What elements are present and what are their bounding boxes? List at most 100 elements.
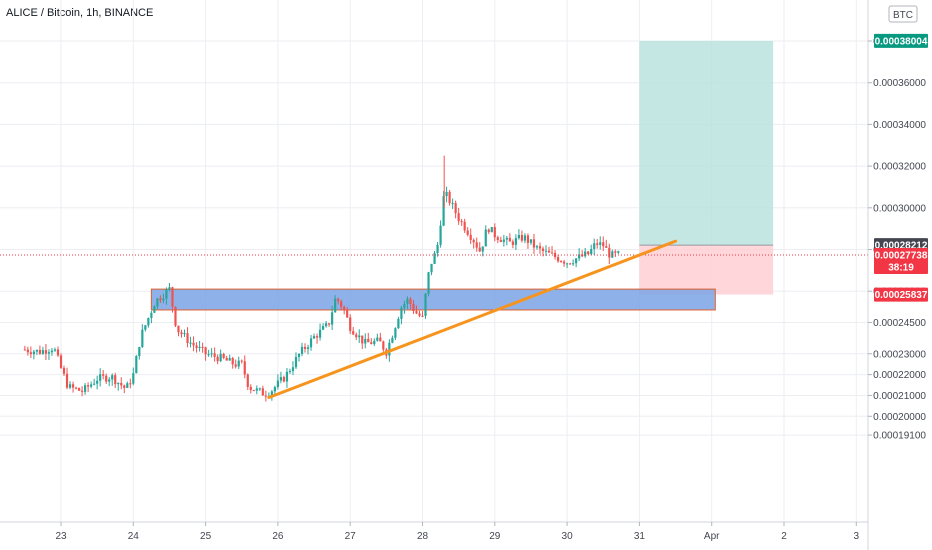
candle-body	[32, 351, 35, 355]
candle-body	[219, 353, 222, 362]
candle-body	[270, 391, 273, 396]
candle-body	[541, 248, 545, 252]
candle-body	[523, 235, 527, 241]
candle-body	[608, 247, 611, 258]
candle-body	[291, 367, 295, 372]
candle-body	[135, 356, 138, 374]
currency-badge[interactable]: BTC	[888, 5, 918, 23]
candle-body	[77, 388, 81, 391]
y-tick-label: 0.00019100	[873, 431, 926, 442]
candle-body	[168, 287, 171, 290]
candle-body	[84, 385, 87, 392]
candle-body	[544, 250, 548, 252]
candle-body	[156, 298, 159, 307]
candle-body	[448, 191, 451, 204]
candle-body	[144, 325, 147, 330]
candle-body	[418, 313, 421, 316]
candle-body	[53, 349, 57, 351]
candle-body	[264, 395, 267, 397]
candle-body	[29, 352, 32, 355]
candle-body	[605, 246, 608, 248]
x-tick-label: 3	[854, 531, 860, 542]
candle-body	[204, 347, 207, 355]
candle-body	[529, 239, 533, 243]
candle-body	[177, 325, 180, 333]
currency-badge-text: BTC	[893, 10, 913, 21]
candle-body	[192, 342, 195, 346]
candle-series	[0, 155, 868, 402]
candle-body	[427, 272, 430, 294]
time-axis[interactable]: 23 24 25 26 27 28 29 30 31 Apr 2 3	[55, 522, 860, 542]
candle-body	[246, 374, 249, 387]
candle-body	[198, 346, 201, 348]
candle-body	[346, 310, 349, 318]
candle-body	[505, 237, 508, 240]
candle-body	[159, 298, 162, 301]
y-tick-label: 0.00021000	[873, 391, 926, 402]
candle-body	[572, 263, 575, 265]
candle-body	[318, 329, 322, 338]
candle-body	[484, 229, 487, 247]
candle-body	[349, 317, 352, 332]
candle-body	[421, 315, 424, 317]
candle-body	[481, 246, 484, 252]
candle-body	[153, 306, 156, 313]
candle-body	[454, 203, 457, 214]
candle-body	[273, 387, 276, 392]
candle-body	[26, 349, 29, 353]
drawing-zones[interactable]	[150, 40, 774, 311]
candle-body	[611, 251, 614, 258]
candle-body	[487, 229, 490, 233]
candle-body	[511, 241, 514, 245]
candle-body	[309, 338, 313, 348]
x-tick-label: 29	[489, 531, 501, 542]
candle-body	[126, 383, 129, 388]
candle-body	[376, 337, 379, 341]
candle-body	[517, 234, 520, 239]
candle-body	[550, 252, 554, 254]
candle-body	[379, 337, 382, 342]
candle-body	[62, 367, 66, 374]
candle-body	[321, 326, 325, 330]
candle-body	[105, 375, 108, 382]
candle-body	[559, 261, 563, 263]
y-tick-label: 0.00036000	[873, 78, 926, 89]
candle-body	[403, 304, 406, 308]
y-tick-label: 0.00023000	[873, 349, 926, 360]
candle-body	[415, 311, 418, 314]
candle-body	[364, 338, 367, 344]
x-tick-label: 24	[128, 531, 140, 542]
candle-body	[23, 349, 26, 351]
candle-body	[210, 353, 213, 355]
candle-body	[174, 306, 177, 326]
candle-body	[243, 361, 246, 375]
candle-body	[108, 379, 111, 382]
candle-body	[162, 298, 165, 301]
candle-body	[469, 234, 472, 240]
candle-body	[183, 333, 186, 335]
target-zone	[639, 40, 774, 246]
candle-body	[457, 213, 460, 222]
candle-body	[535, 246, 539, 248]
candle-body	[433, 253, 436, 264]
candle-body	[367, 338, 370, 343]
candle-body	[117, 382, 120, 385]
candle-body	[388, 342, 391, 356]
candle-body	[258, 388, 261, 390]
candle-body	[382, 341, 385, 350]
candle-body	[340, 301, 343, 307]
candle-body	[490, 227, 493, 233]
candle-body	[596, 243, 599, 245]
candle-body	[216, 356, 219, 362]
candle-body	[478, 247, 481, 252]
trendline-drawing[interactable]	[267, 239, 678, 400]
candle-body	[593, 243, 596, 249]
candle-body	[68, 384, 72, 388]
candle-body	[306, 347, 310, 349]
candle-body	[80, 390, 84, 392]
x-tick-label: 28	[417, 531, 429, 542]
candle-body	[472, 239, 475, 243]
candle-body	[87, 385, 90, 387]
